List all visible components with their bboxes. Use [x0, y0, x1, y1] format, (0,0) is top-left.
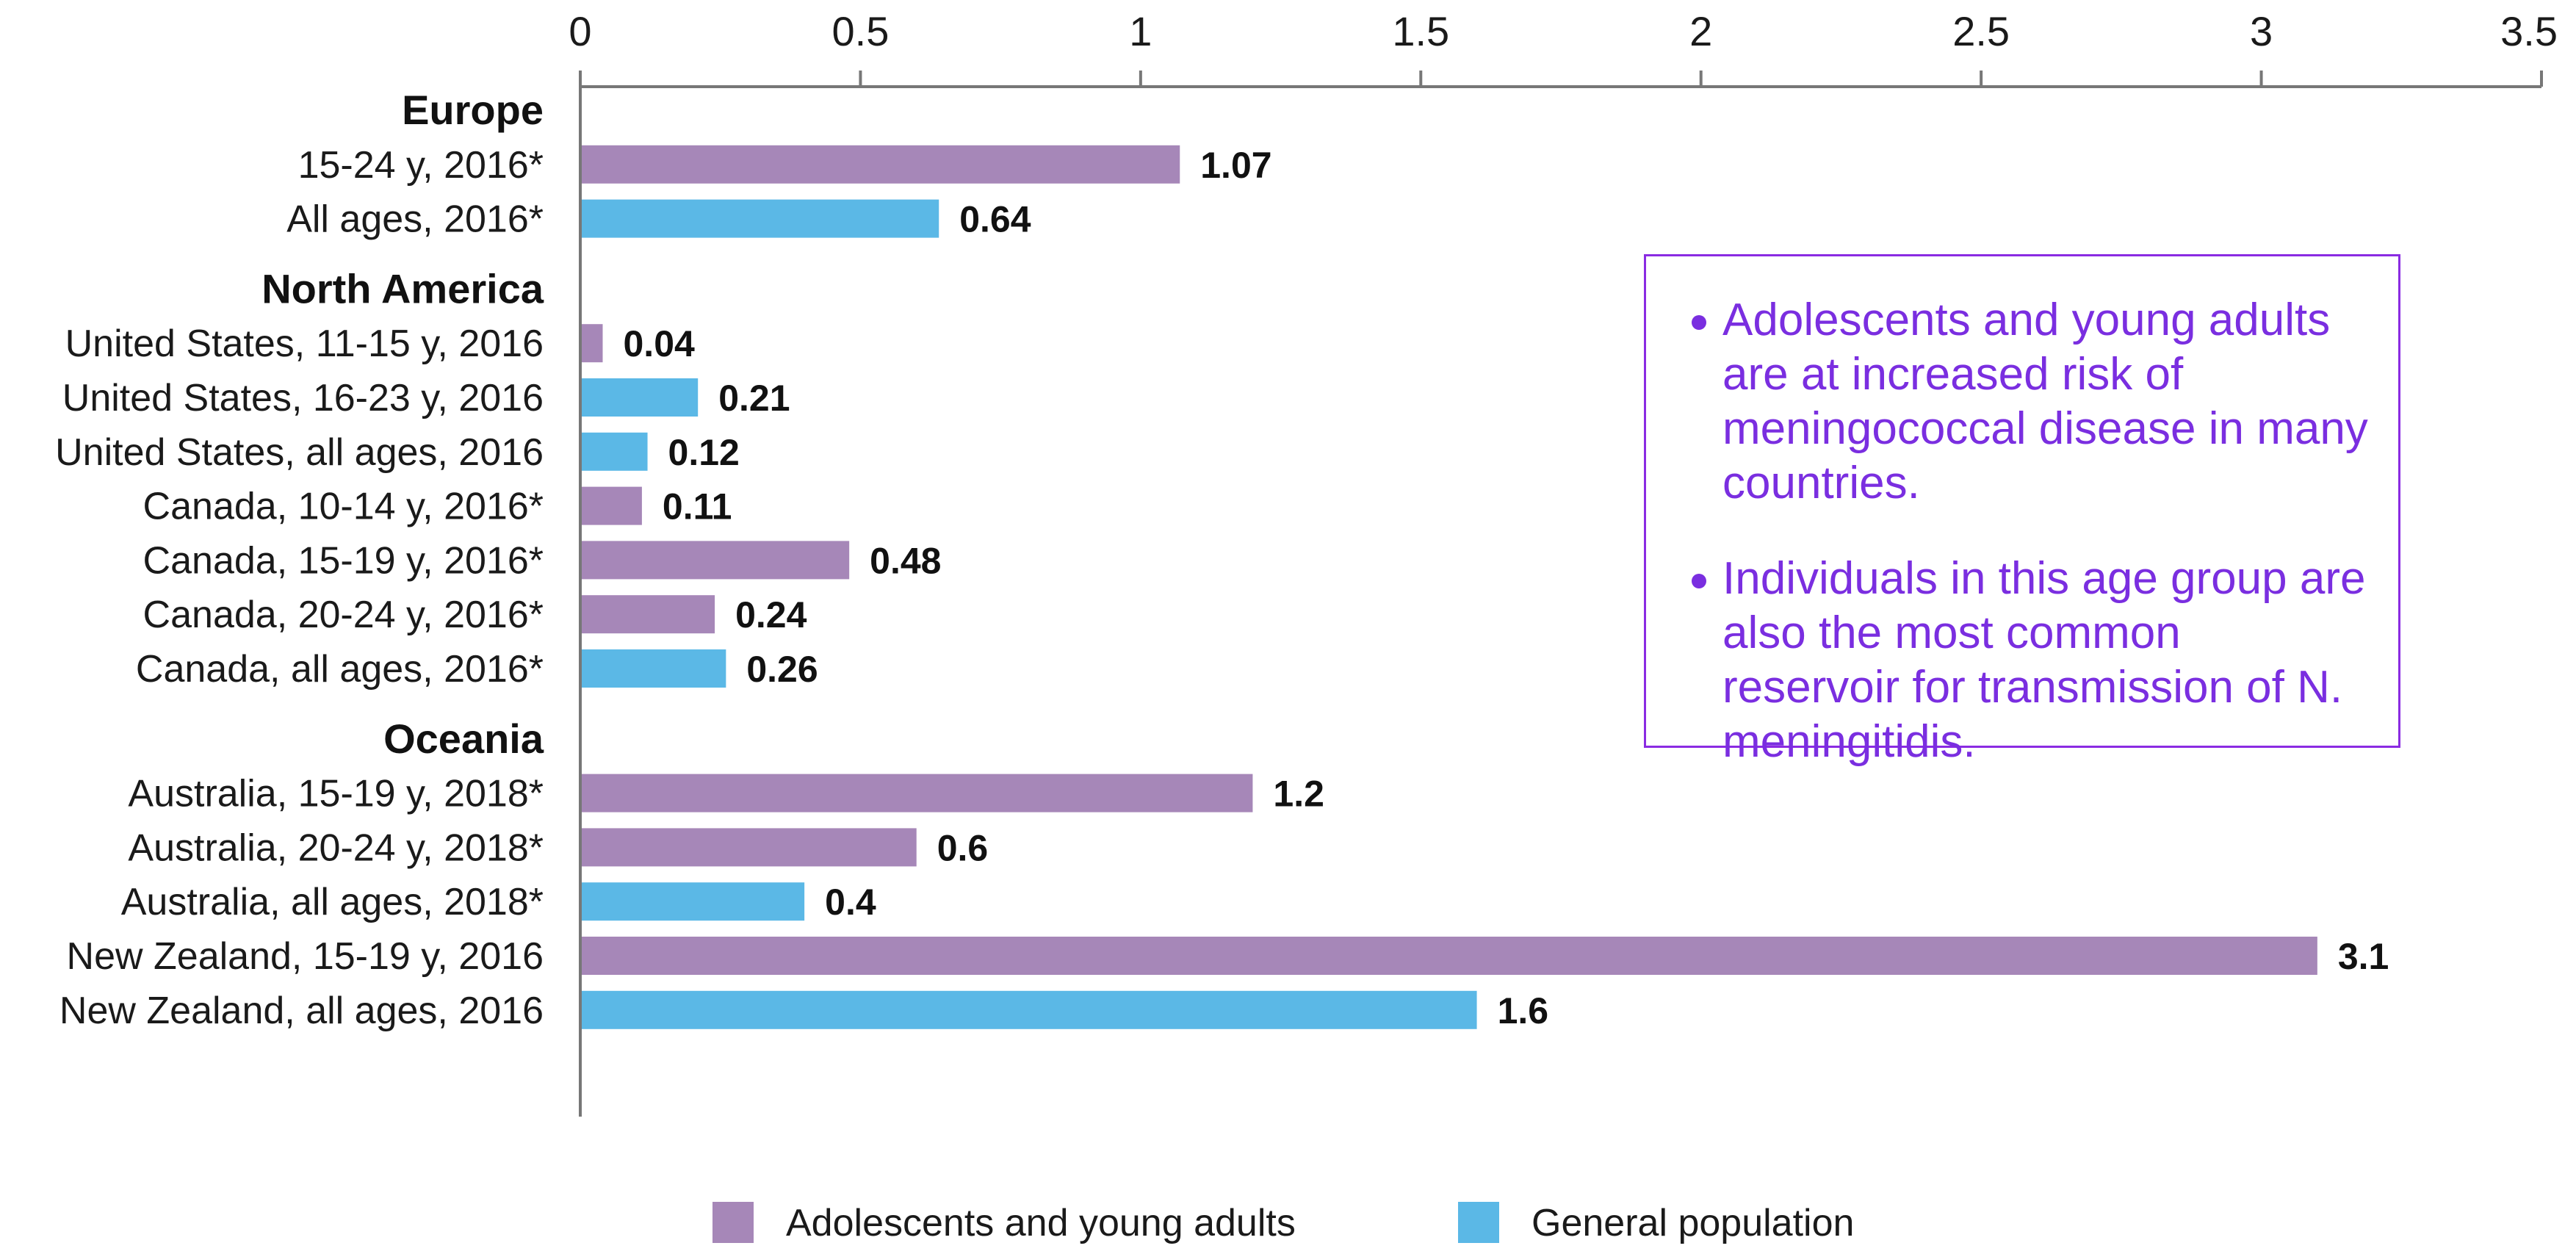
x-tick-label: 1: [1129, 8, 1152, 54]
category-label: Canada, 15-19 y, 2016*: [143, 539, 544, 582]
data-label: 0.6: [937, 827, 989, 868]
bar: [582, 990, 1477, 1029]
x-axis: 0 0.5 1 1.5 2 2.5 3 3.5: [569, 8, 2558, 1117]
category-label: United States, all ages, 2016: [55, 431, 544, 474]
bar: [582, 595, 715, 634]
bar: [582, 378, 699, 417]
bar: [582, 828, 917, 867]
data-label: 0.21: [718, 378, 790, 419]
data-label: 0.04: [624, 323, 696, 364]
bar: [582, 432, 648, 471]
category-label: All ages, 2016*: [286, 198, 544, 241]
legend-label: Adolescents and young adults: [786, 1202, 1296, 1244]
x-tick-label: 2: [1689, 8, 1712, 54]
x-tick-label: 3: [2250, 8, 2273, 54]
category-label: New Zealand, 15-19 y, 2016: [67, 935, 544, 978]
category-label: Canada, all ages, 2016*: [136, 648, 544, 691]
category-label: 15-24 y, 2016*: [298, 144, 544, 187]
category-label: United States, 16-23 y, 2016: [62, 377, 544, 419]
data-label: 0.4: [825, 882, 876, 923]
data-label: 0.24: [735, 594, 807, 635]
bar: [582, 541, 850, 580]
data-label: 0.26: [746, 649, 818, 690]
bar: [582, 774, 1253, 812]
data-label: 0.48: [870, 540, 941, 581]
bars: 1.07 0.64 0.04 0.21 0.12 0.11 0.48 0.24 0.26 1.2 0…: [582, 145, 2389, 1031]
x-tick-label: 3.5: [2500, 8, 2558, 54]
category-label: Canada, 10-14 y, 2016*: [143, 486, 544, 528]
callout-bullet-2: Individuals in this age group are also t…: [1683, 552, 2369, 769]
category-labels: Europe 15-24 y, 2016* All ages, 2016* North…: [55, 87, 544, 1032]
data-label: 3.1: [2338, 936, 2389, 977]
bullet-dot-icon: [1692, 315, 1706, 330]
callout-bullet-1-text: Adolescents and young adults are at incr…: [1722, 295, 2368, 508]
x-tick-label: 1.5: [1392, 8, 1449, 54]
data-label: 0.64: [959, 199, 1031, 240]
category-label: New Zealand, all ages, 2016: [59, 990, 544, 1032]
legend-label: General population: [1531, 1202, 1854, 1244]
bar: [582, 882, 805, 921]
group-label: Europe: [402, 87, 544, 133]
bullet-dot-icon: [1692, 574, 1706, 588]
callout-bullet-2-text: Individuals in this age group are also t…: [1722, 553, 2366, 767]
category-label: Australia, 20-24 y, 2018*: [128, 826, 544, 869]
legend-swatch: [712, 1202, 754, 1243]
bar: [582, 145, 1180, 184]
category-label: Australia, all ages, 2018*: [121, 881, 544, 923]
bar: [582, 937, 2317, 975]
data-label: 0.12: [668, 432, 740, 473]
data-label: 1.2: [1273, 774, 1324, 815]
data-label: 0.11: [663, 486, 732, 527]
x-tick-label: 2.5: [1952, 8, 2010, 54]
category-label: Canada, 20-24 y, 2016*: [143, 594, 544, 636]
category-label: United States, 11-15 y, 2016: [65, 322, 544, 365]
category-label: Australia, 15-19 y, 2018*: [128, 773, 544, 815]
x-tick-label: 0: [569, 8, 591, 54]
data-label: 1.07: [1200, 145, 1271, 186]
bar: [582, 486, 642, 525]
x-tick-label: 0.5: [831, 8, 889, 54]
callout-bullet-1: Adolescents and young adults are at incr…: [1683, 293, 2369, 511]
callout-box: Adolescents and young adults are at incr…: [1644, 254, 2400, 767]
data-label: 1.6: [1498, 990, 1549, 1031]
bar: [582, 649, 726, 688]
bar: [582, 199, 939, 238]
bar: [582, 324, 603, 363]
group-label: Oceania: [383, 716, 544, 762]
group-label: North America: [261, 265, 544, 311]
legend: Adolescents and young adults General popu…: [712, 1202, 1854, 1244]
legend-swatch: [1458, 1202, 1499, 1243]
